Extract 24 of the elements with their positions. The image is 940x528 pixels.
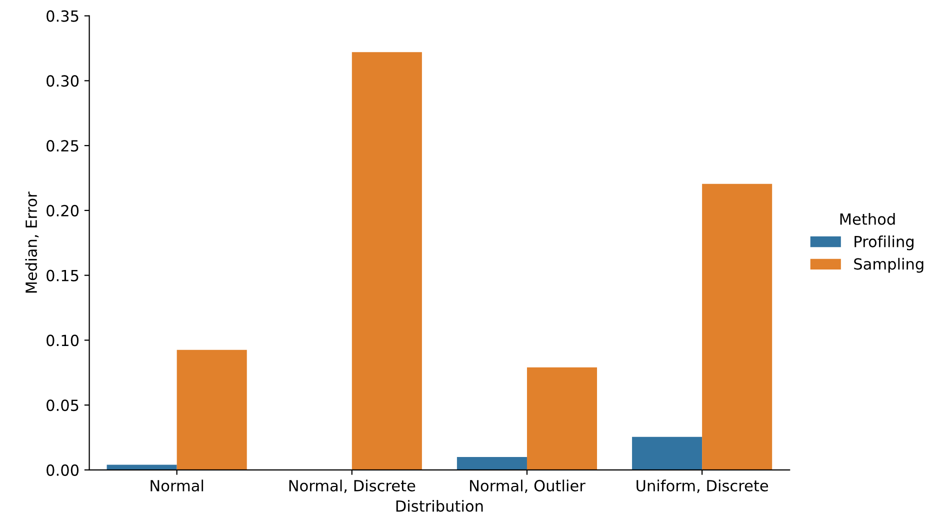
x-tick-label: Normal, Outlier <box>470 480 586 494</box>
bar <box>352 52 422 470</box>
y-tick-label: 0.35 <box>46 10 78 22</box>
bar <box>456 456 527 470</box>
y-axis-title: Median, Error <box>25 192 39 293</box>
x-tick-label: Uniform, Discrete <box>636 480 768 494</box>
x-tick-label: Normal, Discrete <box>289 480 416 494</box>
y-tick-label: 0.00 <box>46 464 79 476</box>
x-tick-label: Normal <box>150 480 204 492</box>
x-axis-title: Distribution <box>396 500 483 512</box>
bar <box>526 367 598 470</box>
legend-title: Method <box>840 213 895 225</box>
legend-label: Profiling <box>854 235 914 250</box>
y-tick-label: 0.30 <box>46 75 79 87</box>
y-tick-label: 0.10 <box>46 334 79 346</box>
bar <box>176 350 247 470</box>
y-tick-label: 0.20 <box>46 204 79 216</box>
bar <box>632 436 702 470</box>
legend-label: Sampling <box>854 258 924 273</box>
bar <box>106 464 177 470</box>
bar <box>702 184 772 470</box>
y-tick-label: 0.25 <box>46 140 78 152</box>
y-tick-label: 0.05 <box>46 400 78 412</box>
y-tick-label: 0.15 <box>46 270 78 282</box>
